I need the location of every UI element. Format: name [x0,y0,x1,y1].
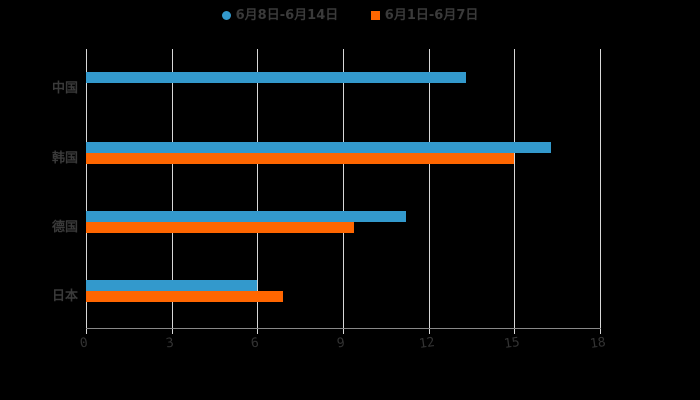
x-tick [514,328,515,334]
bar-series-2[interactable] [86,291,283,302]
bar-series-1[interactable] [86,142,551,153]
x-tick [172,328,173,334]
bar-series-2[interactable] [86,222,354,233]
legend-item-series-1[interactable]: 6月8日-6月14日 [221,4,339,23]
gridline [343,49,344,328]
bar-series-1[interactable] [86,211,406,222]
gridline [257,49,258,328]
x-tick [86,328,87,334]
x-tick-label: 6 [249,335,260,352]
gridline [600,49,601,328]
legend-circle-icon [221,11,231,20]
legend-square-icon [370,11,380,20]
legend-item-series-2[interactable]: 6月1日-6月7日 [370,4,479,23]
x-tick [429,328,430,334]
x-tick [600,328,601,334]
x-tick-label: 12 [418,334,436,353]
x-tick-label: 9 [335,335,346,352]
y-category-label: 韩国 [51,151,78,166]
x-tick-label: 0 [78,335,89,352]
x-tick [257,328,258,334]
x-tick-label: 3 [164,335,175,352]
x-tick-label: 15 [503,334,521,353]
y-category-label: 日本 [51,289,78,304]
bar-series-1[interactable] [86,72,466,83]
chart-legend: 6月8日-6月14日 6月1日-6月7日 [0,4,700,23]
gridline [86,49,87,328]
x-tick-label: 18 [589,334,607,353]
bar-series-1[interactable] [86,280,257,291]
legend-label: 6月8日-6月14日 [235,8,339,23]
bar-series-2[interactable] [86,153,514,164]
y-category-label: 德国 [51,220,78,235]
x-tick [343,328,344,334]
y-category-label: 中国 [51,81,78,96]
legend-label: 6月1日-6月7日 [384,8,479,23]
gridline [514,49,515,328]
gridline [429,49,430,328]
gridline [172,49,173,328]
x-axis [86,328,601,329]
